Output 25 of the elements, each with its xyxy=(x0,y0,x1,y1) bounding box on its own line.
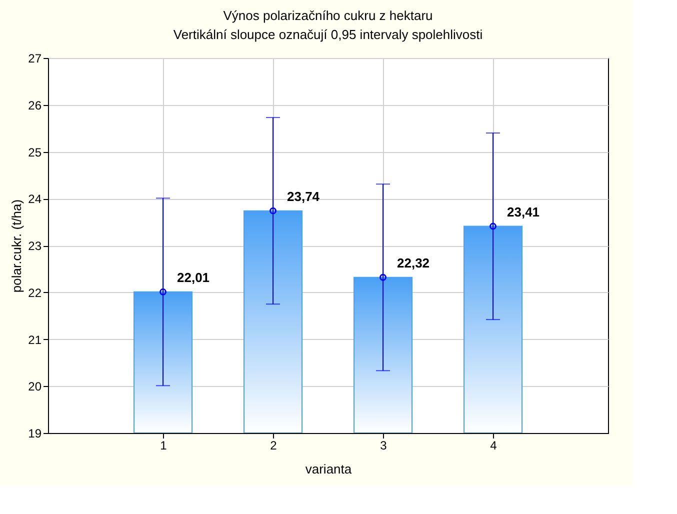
point xyxy=(380,274,386,281)
y-tick-label: 20 xyxy=(28,380,42,394)
y-tick-label: 22 xyxy=(28,286,42,300)
y-tick-label: 27 xyxy=(28,52,42,66)
y-tick-label: 24 xyxy=(28,192,42,206)
y-tick-label: 21 xyxy=(28,332,42,347)
x-tick-label: 2 xyxy=(270,438,278,452)
x-axis-title: varianta xyxy=(305,462,352,476)
x-tick-label: 1 xyxy=(160,438,168,452)
point xyxy=(490,222,496,230)
x-tick-label: 4 xyxy=(490,438,498,452)
data-label: 22,32 xyxy=(397,255,430,270)
point xyxy=(160,288,166,296)
chart-subtitle: Vertikální sloupce označují 0,95 intervaly spolehlivosti xyxy=(173,27,483,42)
y-tick-label: 19 xyxy=(28,426,42,440)
data-label: 23,74 xyxy=(287,188,320,204)
y-tick-label: 26 xyxy=(28,98,42,112)
data-label: 22,01 xyxy=(177,270,210,285)
y-tick-label: 23 xyxy=(28,239,42,253)
x-tick-label: 3 xyxy=(380,438,388,452)
y-axis-title: polar.cukr. (t/ha) xyxy=(9,199,24,293)
data-label: 23,41 xyxy=(507,204,540,220)
chart-title: Výnos polarizačního cukru z hektaru xyxy=(223,8,433,23)
y-tick-label: 25 xyxy=(28,145,42,160)
point xyxy=(270,207,276,214)
